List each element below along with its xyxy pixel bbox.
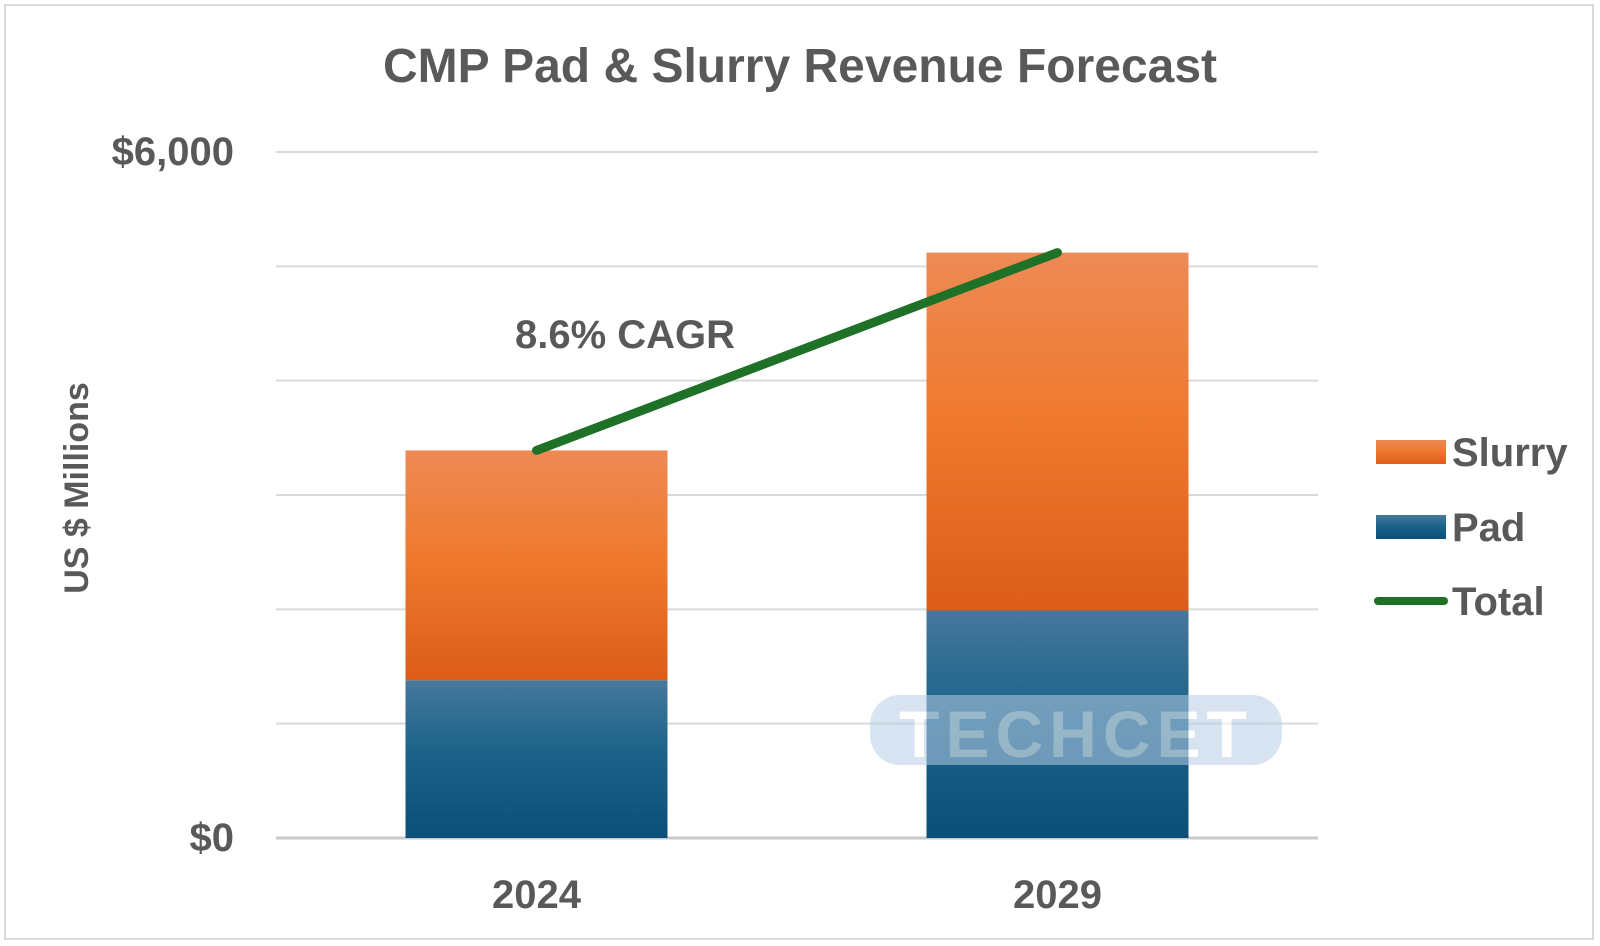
bar-slurry-2024 [405, 450, 668, 681]
y-tick-label: $6,000 [112, 130, 234, 174]
cagr-annotation: 8.6% CAGR [515, 313, 735, 357]
legend-swatch-pad [1376, 515, 1446, 539]
total-line [532, 248, 1062, 455]
legend-swatch-slurry [1376, 440, 1446, 464]
y-axis-ticks: $0 $6,000 [112, 130, 234, 860]
legend-item-total: Total [1374, 580, 1545, 624]
legend-item-pad: Pad [1376, 506, 1525, 550]
watermark-text: TECHCET [899, 697, 1253, 771]
legend-label: Pad [1452, 506, 1525, 550]
x-axis-ticks: 2024 2029 [492, 873, 1102, 917]
chart-frame [4, 4, 1594, 940]
y-axis-label: US $ Millions [58, 382, 96, 594]
bars [405, 252, 1189, 838]
legend-label: Total [1452, 580, 1545, 624]
x-tick-label: 2029 [1013, 873, 1102, 917]
chart-title: CMP Pad & Slurry Revenue Forecast [383, 40, 1217, 93]
legend: Slurry Pad Total [1374, 431, 1568, 624]
watermark-logo: TECHCET [870, 695, 1282, 771]
y-tick-label: $0 [190, 816, 235, 860]
total-line-series [532, 248, 1062, 455]
bar-pad-2024 [405, 680, 668, 838]
legend-item-slurry: Slurry [1376, 431, 1568, 475]
x-tick-label: 2024 [492, 873, 582, 917]
bar-slurry-2029 [926, 252, 1189, 611]
legend-label: Slurry [1452, 431, 1568, 475]
